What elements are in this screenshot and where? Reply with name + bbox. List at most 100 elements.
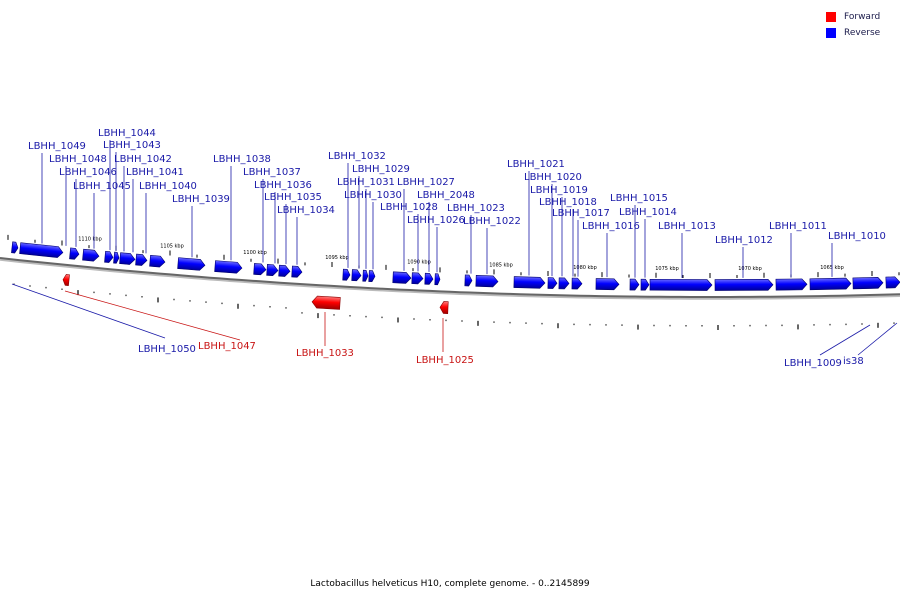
gene-arrow-reverse[interactable]	[714, 278, 774, 291]
gene-label[interactable]: LBHH_1048	[49, 154, 107, 165]
gene-label[interactable]: LBHH_1038	[213, 154, 271, 165]
gene-label[interactable]: LBHH_1009	[784, 358, 842, 369]
gene-arrow-reverse[interactable]	[278, 264, 291, 277]
gene-label[interactable]: LBHH_1033	[296, 348, 354, 359]
scale-label: 1080 kbp	[573, 265, 597, 271]
legend-reverse: Reverse	[826, 25, 890, 40]
leader-line	[819, 324, 871, 356]
gene-label[interactable]: LBHH_1043	[103, 140, 161, 151]
gene-arrow-reverse[interactable]	[119, 252, 136, 265]
legend-forward: Forward	[826, 9, 890, 24]
gene-arrow-reverse[interactable]	[69, 247, 80, 260]
gene-label[interactable]: LBHH_1047	[198, 341, 256, 352]
gene-label[interactable]: LBHH_1026	[407, 215, 465, 226]
gene-arrow-reverse[interactable]	[640, 278, 650, 291]
gene-arrow-reverse[interactable]	[513, 276, 546, 289]
gene-label[interactable]: is38	[843, 356, 864, 367]
gene-arrow-reverse[interactable]	[351, 269, 362, 282]
gene-arrow-forward[interactable]	[62, 274, 70, 286]
gene-label[interactable]: LBHH_1013	[658, 221, 716, 232]
gene-arrow-reverse[interactable]	[809, 277, 852, 291]
gene-label[interactable]: LBHH_1034	[277, 205, 335, 216]
gene-arrow-reverse[interactable]	[775, 278, 808, 291]
gene-label[interactable]: LBHH_1042	[114, 154, 172, 165]
gene-label[interactable]: LBHH_1017	[552, 208, 610, 219]
gene-arrow-reverse[interactable]	[368, 270, 376, 283]
gene-arrow-reverse[interactable]	[362, 269, 369, 282]
legend: Forward Reverse	[826, 9, 890, 41]
gene-label[interactable]: LBHH_1020	[524, 172, 582, 183]
leader-line	[11, 283, 166, 339]
gene-arrow-reverse[interactable]	[424, 272, 434, 285]
gene-label[interactable]: LBHH_1031	[337, 177, 395, 188]
scale-label: 1100 kbp	[243, 250, 267, 256]
gene-label[interactable]: LBHH_1029	[352, 164, 410, 175]
gene-label[interactable]: LBHH_1036	[254, 180, 312, 191]
gene-arrow-reverse[interactable]	[475, 275, 499, 288]
gene-label[interactable]: LBHH_1040	[139, 181, 197, 192]
gene-arrow-reverse[interactable]	[19, 242, 64, 258]
gene-arrow-reverse[interactable]	[291, 265, 303, 278]
scale-label: 1105 kbp	[160, 244, 184, 250]
gene-arrow-forward[interactable]	[311, 295, 341, 310]
gene-label[interactable]: LBHH_1010	[828, 231, 886, 242]
gene-arrow-reverse[interactable]	[558, 277, 570, 290]
gene-arrow-reverse[interactable]	[214, 260, 243, 274]
gene-arrow-reverse[interactable]	[113, 251, 120, 264]
gene-arrow-reverse[interactable]	[852, 277, 884, 290]
forward-swatch	[826, 11, 836, 22]
gene-label[interactable]: LBHH_1039	[172, 194, 230, 205]
gene-arrow-reverse[interactable]	[411, 272, 424, 285]
genome-backbone	[0, 257, 900, 298]
gene-label[interactable]: LBHH_1030	[344, 190, 402, 201]
gene-label[interactable]: LBHH_1044	[98, 128, 156, 139]
gene-arrow-reverse[interactable]	[629, 278, 640, 291]
leader-line	[857, 322, 898, 356]
genome-caption: Lactobacillus helveticus H10, complete g…	[310, 579, 590, 589]
gene-arrow-reverse[interactable]	[149, 254, 166, 268]
gene-arrow-reverse[interactable]	[434, 273, 441, 286]
gene-label[interactable]: LBHH_1027	[397, 177, 455, 188]
gene-label[interactable]: LBHH_1016	[582, 221, 640, 232]
reverse-label: Reverse	[844, 27, 881, 38]
scale-label: 1090 kbp	[407, 259, 431, 265]
gene-label[interactable]: LBHH_1046	[59, 167, 117, 178]
gene-arrow-reverse[interactable]	[82, 248, 100, 262]
gene-label[interactable]: LBHH_1012	[715, 235, 773, 246]
scale-label: 1110 kbp	[78, 236, 102, 242]
gene-label[interactable]: LBHH_1014	[619, 207, 677, 218]
gene-arrow-reverse[interactable]	[177, 257, 206, 271]
gene-arrow-reverse[interactable]	[135, 253, 148, 266]
gene-arrow-reverse[interactable]	[571, 277, 583, 290]
gene-arrow-reverse[interactable]	[885, 276, 900, 289]
gene-label[interactable]: LBHH_1041	[126, 167, 184, 178]
gene-arrow-reverse[interactable]	[595, 278, 620, 291]
gene-label[interactable]: LBHH_1011	[769, 221, 827, 232]
gene-label[interactable]: LBHH_1045	[73, 181, 131, 192]
gene-label[interactable]: LBHH_1032	[328, 151, 386, 162]
gene-label[interactable]: LBHH_1025	[416, 355, 474, 366]
gene-arrow-reverse[interactable]	[392, 271, 412, 284]
gene-arrow-reverse[interactable]	[104, 250, 114, 263]
gene-label[interactable]: LBHH_1019	[530, 185, 588, 196]
gene-label[interactable]: LBHH_1050	[138, 344, 196, 355]
gene-label[interactable]: LBHH_1018	[539, 197, 597, 208]
gene-label[interactable]: LBHH_1028	[380, 202, 438, 213]
gene-label[interactable]: LBHH_1049	[28, 141, 86, 152]
gene-arrow-reverse[interactable]	[547, 277, 558, 289]
gene-label[interactable]: LBHH_1021	[507, 159, 565, 170]
gene-arrow-reverse[interactable]	[253, 263, 267, 276]
gene-label[interactable]: LBHH_1023	[447, 203, 505, 214]
gene-label[interactable]: LBHH_1035	[264, 192, 322, 203]
gene-arrow-forward[interactable]	[439, 301, 449, 314]
gene-arrow-reverse[interactable]	[11, 241, 19, 254]
gene-arrow-reverse[interactable]	[464, 274, 473, 287]
gene-label[interactable]: LBHH_2048	[417, 190, 475, 201]
gene-arrow-reverse[interactable]	[266, 264, 279, 277]
gene-label[interactable]: LBHH_1015	[610, 193, 668, 204]
gene-arrow-reverse[interactable]	[342, 268, 351, 281]
gene-arrow-reverse[interactable]	[649, 278, 713, 291]
gene-label[interactable]: LBHH_1022	[463, 216, 521, 227]
gene-label[interactable]: LBHH_1037	[243, 167, 301, 178]
